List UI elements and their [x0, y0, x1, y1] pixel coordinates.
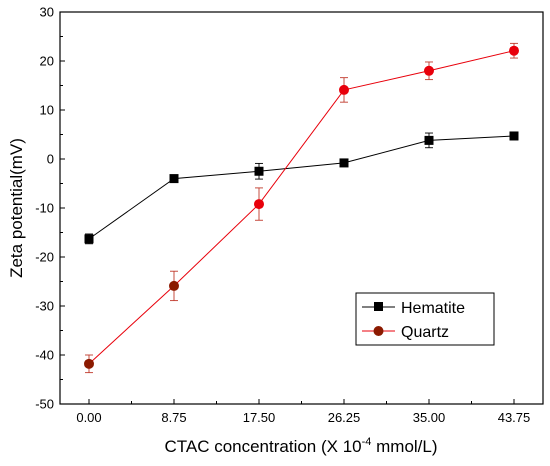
y-tick-label: -20 [35, 250, 54, 265]
legend-box [355, 292, 495, 346]
series-line [88, 50, 515, 365]
legend-hematite-marker [374, 302, 383, 311]
data-point [424, 65, 434, 76]
y-tick-label: -50 [35, 397, 54, 412]
x-tick-label: 17.50 [243, 410, 276, 425]
data-point [169, 174, 179, 184]
y-tick-label: -10 [35, 201, 54, 216]
x-tick-label: 8.75 [161, 410, 186, 425]
y-tick-label: 30 [40, 5, 54, 20]
x-tick-label: 0.00 [76, 410, 101, 425]
data-point [509, 45, 519, 56]
data-point [169, 280, 179, 291]
series-hematite [84, 131, 519, 245]
y-axis-label: Zeta potential(mV) [7, 138, 26, 278]
y-tick-label: -40 [35, 348, 54, 363]
y-tick-label: 0 [47, 152, 54, 167]
data-point [509, 131, 519, 141]
x-axis-label-unit: mmol/L) [371, 437, 437, 456]
x-tick-label: 43.75 [498, 410, 531, 425]
x-axis-label: CTAC concentration (X 10-4 mmol/L) [164, 436, 437, 456]
data-point [339, 84, 349, 95]
y-tick-label: 10 [40, 103, 54, 118]
y-tick-label: 20 [40, 54, 54, 69]
x-axis-label-main: CTAC concentration (X 10 [164, 437, 361, 456]
data-point [84, 234, 94, 244]
data-point [84, 358, 94, 369]
series-line [88, 135, 515, 240]
legend: Hematite Quartz [355, 292, 495, 346]
y-tick-label: -30 [35, 299, 54, 314]
series-quartz [84, 42, 519, 374]
x-tick-label: 26.25 [328, 410, 361, 425]
data-point [339, 158, 349, 168]
legend-quartz-marker [373, 326, 384, 336]
legend-quartz-label: Quartz [401, 324, 449, 341]
x-tick-label: 35.00 [413, 410, 446, 425]
data-point [254, 199, 264, 210]
data-point [424, 135, 434, 145]
x-axis-label-exponent: -4 [362, 436, 372, 448]
legend-hematite-label: Hematite [401, 300, 465, 317]
data-point [254, 166, 264, 176]
